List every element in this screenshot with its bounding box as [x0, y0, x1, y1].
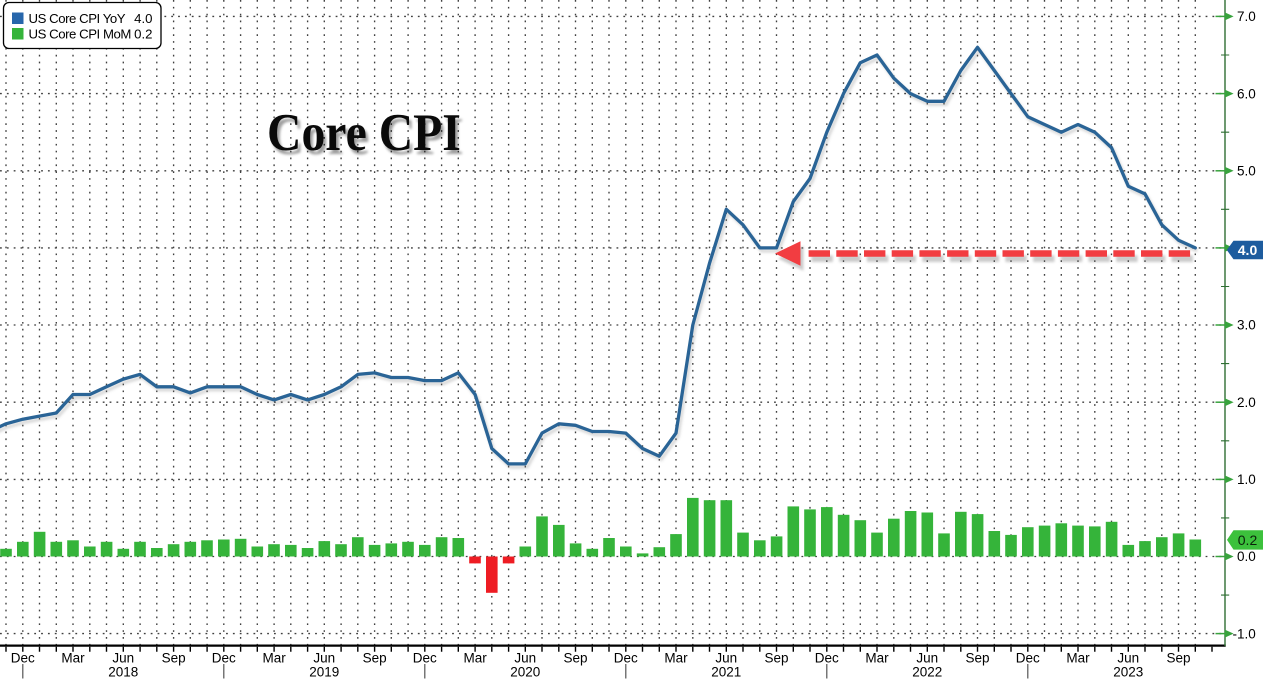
svg-text:2020: 2020 — [510, 665, 540, 679]
svg-text:Sep: Sep — [162, 651, 186, 666]
svg-text:Dec: Dec — [212, 651, 236, 666]
svg-text:Dec: Dec — [11, 651, 35, 666]
svg-text:0.2: 0.2 — [1238, 532, 1258, 548]
svg-text:0.2: 0.2 — [134, 26, 152, 41]
svg-text:Sep: Sep — [1166, 651, 1190, 666]
svg-text:Jun: Jun — [715, 651, 737, 666]
svg-text:Sep: Sep — [965, 651, 989, 666]
svg-text:Mar: Mar — [463, 651, 487, 666]
svg-text:Dec: Dec — [1016, 651, 1040, 666]
svg-text:US Core CPI MoM: US Core CPI MoM — [29, 26, 131, 41]
svg-text:Mar: Mar — [61, 651, 85, 666]
svg-text:5.0: 5.0 — [1237, 163, 1256, 178]
svg-text:Mar: Mar — [262, 651, 286, 666]
svg-text:Jun: Jun — [514, 651, 536, 666]
svg-text:Sep: Sep — [563, 651, 587, 666]
svg-text:Mar: Mar — [1066, 651, 1090, 666]
svg-text:Dec: Dec — [614, 651, 638, 666]
svg-text:2022: 2022 — [912, 665, 942, 679]
svg-text:US Core CPI YoY: US Core CPI YoY — [29, 11, 126, 26]
svg-text:Mar: Mar — [664, 651, 688, 666]
svg-text:1.0: 1.0 — [1237, 472, 1256, 487]
svg-text:6.0: 6.0 — [1237, 86, 1256, 101]
svg-text:Sep: Sep — [764, 651, 788, 666]
svg-text:4.0: 4.0 — [1238, 242, 1258, 258]
svg-text:-1.0: -1.0 — [1233, 626, 1256, 641]
svg-text:2.0: 2.0 — [1237, 395, 1256, 410]
svg-text:Jun: Jun — [1117, 651, 1139, 666]
svg-text:2018: 2018 — [108, 665, 138, 679]
svg-text:Jun: Jun — [313, 651, 335, 666]
svg-text:4.0: 4.0 — [134, 11, 152, 26]
svg-text:Mar: Mar — [865, 651, 889, 666]
svg-text:0.0: 0.0 — [1237, 549, 1256, 564]
svg-text:Dec: Dec — [413, 651, 437, 666]
svg-text:2019: 2019 — [309, 665, 339, 679]
svg-text:Dec: Dec — [815, 651, 839, 666]
svg-text:Jun: Jun — [112, 651, 134, 666]
svg-text:Jun: Jun — [916, 651, 938, 666]
svg-text:7.0: 7.0 — [1237, 9, 1256, 24]
svg-text:Sep: Sep — [363, 651, 387, 666]
svg-text:2023: 2023 — [1113, 665, 1143, 679]
svg-text:3.0: 3.0 — [1237, 318, 1256, 333]
svg-text:2021: 2021 — [711, 665, 741, 679]
